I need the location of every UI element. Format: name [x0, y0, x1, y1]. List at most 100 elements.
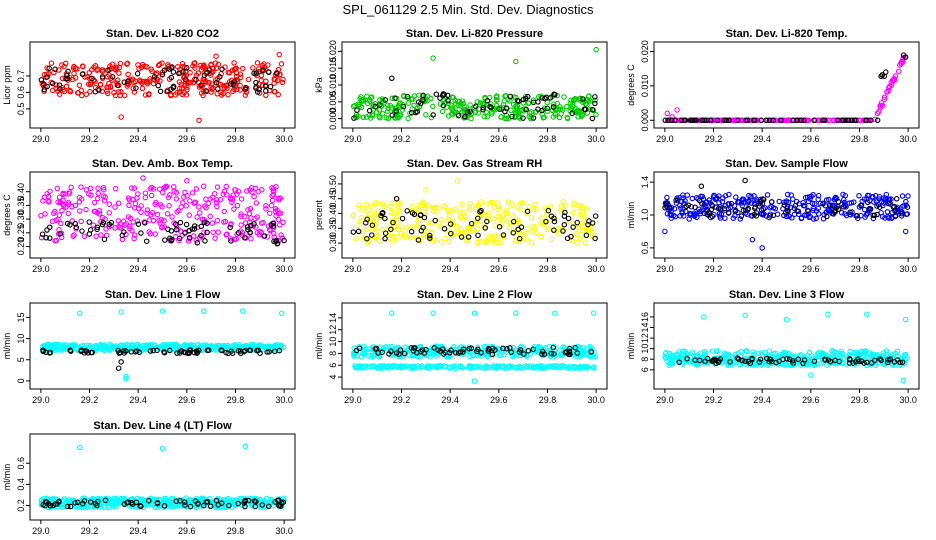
data-point	[190, 80, 197, 86]
data-point	[884, 209, 891, 215]
y-tick-label: 0.4	[16, 478, 26, 491]
data-point	[184, 177, 190, 184]
data-point	[437, 95, 443, 101]
data-point	[261, 61, 267, 67]
data-point	[467, 102, 473, 108]
data-point	[874, 110, 881, 117]
data-point	[512, 113, 519, 119]
data-point	[167, 192, 173, 198]
data-point	[447, 212, 453, 219]
data-point	[778, 117, 784, 124]
data-point	[86, 70, 93, 76]
data-point	[67, 347, 73, 354]
plot-frame	[29, 171, 296, 259]
data-point	[903, 198, 909, 205]
data-point	[530, 206, 537, 212]
data-point	[725, 351, 731, 358]
data-point	[48, 496, 54, 503]
data-point	[76, 82, 83, 88]
data-point	[809, 200, 816, 207]
data-point	[496, 106, 503, 112]
data-point	[142, 63, 148, 70]
data-point	[152, 231, 158, 237]
data-point	[124, 61, 130, 67]
data-point	[388, 348, 394, 355]
data-point	[865, 199, 871, 206]
data-point	[83, 187, 89, 193]
data-point	[115, 365, 122, 371]
data-point	[223, 183, 229, 190]
data-point	[404, 93, 411, 100]
data-point	[589, 115, 596, 122]
data-point	[219, 66, 225, 72]
data-point	[389, 112, 396, 118]
data-point	[570, 224, 576, 230]
data-point	[280, 76, 286, 83]
data-point	[719, 198, 726, 205]
data-point	[516, 238, 522, 244]
data-point	[242, 213, 248, 220]
data-point	[413, 109, 419, 116]
data-point	[805, 208, 811, 214]
data-point	[792, 203, 799, 209]
data-point	[400, 103, 407, 110]
data-point	[94, 195, 101, 202]
data-point	[63, 204, 69, 210]
data-point	[46, 199, 52, 205]
data-point	[494, 93, 500, 99]
data-point	[46, 344, 53, 351]
data-point	[173, 189, 180, 196]
data-point	[276, 497, 282, 504]
data-point	[161, 503, 168, 509]
data-point	[784, 207, 790, 214]
y-tick-label: 15	[16, 312, 26, 322]
data-point	[561, 94, 567, 100]
data-point	[820, 351, 826, 357]
data-point	[862, 348, 869, 354]
data-point	[589, 107, 596, 113]
data-point	[840, 117, 847, 124]
data-point	[382, 97, 389, 103]
data-point	[226, 502, 232, 509]
data-point	[468, 115, 474, 122]
data-point	[123, 221, 130, 227]
data-point	[238, 213, 244, 220]
data-point	[360, 114, 367, 121]
data-point	[488, 199, 494, 206]
data-point	[680, 192, 686, 198]
data-point	[176, 235, 183, 242]
data-point	[670, 212, 677, 219]
plot-frame	[341, 171, 608, 259]
data-point	[44, 74, 50, 80]
data-point	[106, 210, 112, 216]
y-tick-label: 0.6	[640, 242, 650, 255]
data-point	[88, 192, 94, 198]
data-point	[423, 187, 429, 193]
data-point	[376, 238, 382, 244]
data-point	[375, 350, 381, 356]
data-point	[228, 195, 234, 201]
y-tick-label: 0.020	[328, 40, 338, 63]
data-point	[230, 88, 236, 95]
data-point	[843, 212, 850, 219]
data-point	[516, 229, 523, 235]
data-point	[900, 377, 907, 384]
data-point	[445, 97, 451, 104]
data-point	[815, 196, 821, 203]
data-point	[582, 240, 589, 246]
data-point	[555, 230, 561, 236]
data-point	[526, 110, 533, 116]
data-point	[193, 237, 199, 243]
data-point	[587, 98, 593, 104]
data-point	[228, 221, 234, 227]
data-point	[755, 350, 762, 356]
data-point	[388, 226, 394, 233]
data-point	[432, 217, 438, 224]
data-point	[764, 192, 771, 198]
data-point	[800, 202, 807, 209]
data-point	[197, 210, 203, 216]
data-point	[422, 97, 429, 104]
chart-title: Stan. Dev. Line 4 (LT) Flow	[93, 420, 232, 432]
data-point	[524, 226, 531, 232]
data-point	[204, 229, 210, 236]
